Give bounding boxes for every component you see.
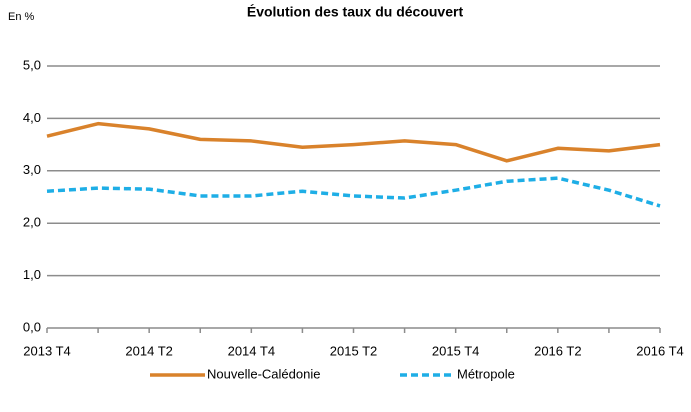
x-tick-label: 2015 T4 <box>432 343 479 358</box>
y-unit-label: En % <box>8 11 35 23</box>
y-tick-label: 0,0 <box>23 319 41 334</box>
y-tick-label: 1,0 <box>23 267 41 282</box>
y-tick-label: 4,0 <box>23 110 41 125</box>
y-tick-label: 3,0 <box>23 162 41 177</box>
y-tick-label: 5,0 <box>23 57 41 72</box>
x-tick-label: 2015 T2 <box>330 343 377 358</box>
series-line <box>46 121 661 163</box>
series-line <box>46 176 661 208</box>
y-tick-label: 2,0 <box>23 215 41 230</box>
x-tick-label: 2013 T4 <box>23 343 70 358</box>
x-tick-label: 2016 T4 <box>636 343 683 358</box>
legend-label: Nouvelle-Calédonie <box>207 366 320 381</box>
chart-title: Évolution des taux du découvert <box>247 4 464 20</box>
x-tick-label: 2016 T2 <box>534 343 581 358</box>
legend-label: Métropole <box>457 366 515 381</box>
x-tick-label: 2014 T2 <box>125 343 172 358</box>
x-tick-label: 2014 T4 <box>228 343 275 358</box>
